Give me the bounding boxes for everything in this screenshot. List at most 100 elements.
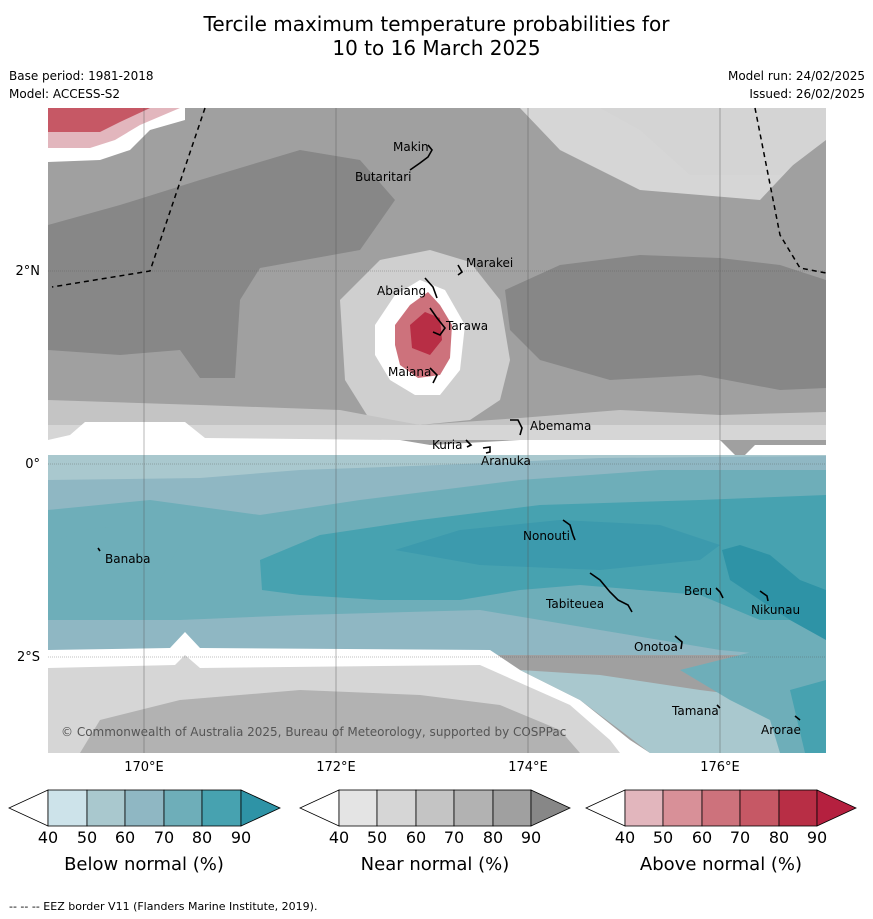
- label-aranuka: Aranuka: [481, 454, 531, 468]
- islands: [97, 144, 801, 721]
- below-tick-50: 50: [76, 828, 98, 847]
- island-makin-butaritari: [409, 144, 433, 171]
- label-tamana: Tamana: [671, 704, 719, 718]
- above-tick-60: 60: [691, 828, 713, 847]
- island-marakei: [457, 264, 464, 276]
- island-maiana: [429, 367, 438, 384]
- above-tick-80: 80: [768, 828, 790, 847]
- region-below-80-se: [790, 680, 826, 753]
- swatch-above-4: [778, 789, 818, 827]
- map-title: Tercile maximum temperature probabilitie…: [0, 12, 873, 60]
- label-butaritari: Butaritari: [355, 170, 412, 184]
- shaded-regions: [48, 108, 826, 753]
- colorbar-below: [8, 789, 281, 827]
- swatch-below-4: [201, 789, 242, 827]
- label-banaba: Banaba: [105, 552, 151, 566]
- island-onotoa: [674, 635, 683, 650]
- near-tick-70: 70: [443, 828, 465, 847]
- swatch-below-2: [124, 789, 165, 827]
- region-near-40: [48, 108, 826, 200]
- region-near-40-south: [48, 425, 826, 440]
- y-tick-0: 0°: [25, 457, 40, 472]
- island-aranuka: [482, 446, 491, 454]
- near-tick-90: 90: [520, 828, 542, 847]
- label-arorae: Arorae: [761, 723, 801, 737]
- title-line-2: 10 to 16 March 2025: [332, 36, 541, 60]
- label-nonouti: Nonouti: [523, 529, 570, 543]
- swatch-below-5: [240, 789, 281, 827]
- swatch-below-3: [163, 789, 203, 827]
- eez-border: [51, 107, 827, 288]
- swatch-below-1: [86, 789, 126, 827]
- region-below-70-se: [680, 650, 826, 753]
- swatch-above-2: [701, 789, 741, 827]
- meta-right: Model run: 24/02/2025 Issued: 26/02/2025: [728, 67, 865, 103]
- above-tick-70: 70: [729, 828, 751, 847]
- swatch-near-2: [415, 789, 455, 827]
- below-tick-40: 40: [37, 828, 59, 847]
- issued-date: Issued: 26/02/2025: [749, 87, 865, 101]
- label-tarawa: Tarawa: [445, 319, 488, 333]
- region-above-85-tarawa: [410, 312, 442, 355]
- colorbar-above: [585, 789, 857, 827]
- below-tick-70: 70: [153, 828, 175, 847]
- near-tick-40: 40: [328, 828, 350, 847]
- graticule: [48, 108, 826, 753]
- above-tick-40: 40: [614, 828, 636, 847]
- colorbar-near: [299, 789, 571, 827]
- near-tick-60: 60: [405, 828, 427, 847]
- region-below-70-banaba: [48, 525, 180, 590]
- colorbar-near-label: Near normal (%): [360, 854, 510, 875]
- above-tick-90: 90: [806, 828, 828, 847]
- island-kuria: [465, 439, 473, 448]
- x-tick-172e: 172°E: [316, 760, 356, 775]
- x-tick-176e: 176°E: [700, 760, 740, 775]
- region-above-70-nw: [48, 108, 150, 132]
- swatch-near-4: [492, 789, 532, 827]
- copyright-notice: © Commonwealth of Australia 2025, Bureau…: [61, 725, 566, 739]
- near-tick-80: 80: [482, 828, 504, 847]
- swatch-above-3: [739, 789, 780, 827]
- base-period: Base period: 1981-2018: [9, 69, 154, 83]
- label-tabiteuea: Tabiteuea: [545, 597, 604, 611]
- label-beru: Beru: [684, 584, 712, 598]
- swatch-near-5: [530, 789, 571, 827]
- x-tick-170e: 170°E: [124, 760, 164, 775]
- y-tick-2s: 2°S: [16, 650, 40, 665]
- below-tick-60: 60: [114, 828, 136, 847]
- label-makin: Makin: [393, 140, 429, 154]
- swatch-above-1: [662, 789, 703, 827]
- region-white-equator: [48, 422, 826, 460]
- island-tamana: [716, 704, 721, 709]
- region-below-90: [722, 545, 826, 640]
- colorbar-below-label: Below normal (%): [64, 854, 224, 875]
- near-tick-50: 50: [366, 828, 388, 847]
- label-maiana: Maiana: [388, 365, 431, 379]
- swatch-above-5: [816, 789, 857, 827]
- island-nonouti: [562, 519, 576, 541]
- swatch-near-0: [338, 789, 378, 827]
- colorbar-above-label: Above normal (%): [639, 854, 803, 875]
- title-line-1: Tercile maximum temperature probabilitie…: [203, 12, 670, 36]
- swatch-near-1: [376, 789, 417, 827]
- meta-left: Base period: 1981-2018 Model: ACCESS-S2: [9, 67, 154, 103]
- region-near-90-east: [505, 255, 826, 390]
- label-kuria: Kuria: [432, 438, 463, 452]
- below-tick-80: 80: [191, 828, 213, 847]
- model-run: Model run: 24/02/2025: [727, 69, 865, 83]
- region-near-90-west: [48, 150, 395, 378]
- island-beru: [715, 587, 724, 599]
- region-near-40b: [600, 108, 826, 175]
- label-onotoa: Onotoa: [634, 640, 678, 654]
- island-tabiteuea: [589, 572, 633, 613]
- region-near-70-south: [80, 690, 580, 753]
- swatch-above-0: [624, 789, 664, 827]
- label-abaiang: Abaiang: [377, 284, 426, 298]
- label-marakei: Marakei: [466, 256, 513, 270]
- model-name: Model: ACCESS-S2: [9, 87, 121, 101]
- place-labels: Makin Butaritari Marakei Abaiang Tarawa …: [105, 140, 801, 737]
- island-arorae: [794, 715, 801, 721]
- footnote-eez: -- -- -- EEZ border V11 (Flanders Marine…: [9, 900, 318, 913]
- swatch-below-0: [47, 789, 88, 827]
